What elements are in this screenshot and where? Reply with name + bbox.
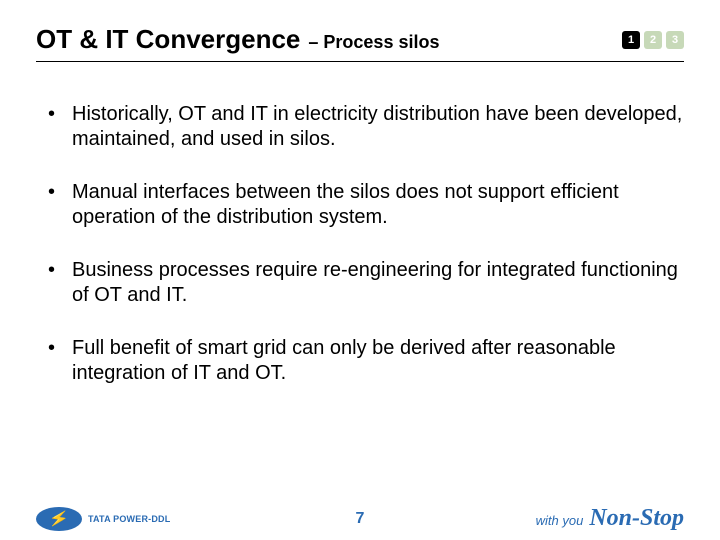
bullet-item: Full benefit of smart grid can only be d… <box>48 336 684 386</box>
section-pill-3: 3 <box>666 31 684 49</box>
footer-logo-block: ⚡ TATA POWER-DDL <box>36 507 170 531</box>
title-main: OT & IT Convergence <box>36 24 300 55</box>
tagline-prefix: with you <box>536 513 584 528</box>
section-pill-2: 2 <box>644 31 662 49</box>
bullet-item: Historically, OT and IT in electricity d… <box>48 102 684 152</box>
header-row: OT & IT Convergence – Process silos 1 2 … <box>36 24 684 62</box>
section-pill-1: 1 <box>622 31 640 49</box>
footer: ⚡ TATA POWER-DDL 7 with you Non-Stop <box>0 505 720 532</box>
logo-text: TATA POWER-DDL <box>88 514 170 524</box>
bullet-item: Business processes require re-engineerin… <box>48 258 684 308</box>
bullet-list: Historically, OT and IT in electricity d… <box>36 102 684 386</box>
tagline-script: Non-Stop <box>589 505 684 532</box>
lightning-icon: ⚡ <box>47 507 70 530</box>
page-number: 7 <box>356 510 365 528</box>
slide-container: OT & IT Convergence – Process silos 1 2 … <box>0 0 720 540</box>
section-pills: 1 2 3 <box>622 31 684 49</box>
logo-icon: ⚡ <box>36 507 82 531</box>
bullet-item: Manual interfaces between the silos does… <box>48 180 684 230</box>
title-subtitle: – Process silos <box>308 32 439 53</box>
title-wrap: OT & IT Convergence – Process silos <box>36 24 439 55</box>
footer-tagline: with you Non-Stop <box>536 505 684 532</box>
